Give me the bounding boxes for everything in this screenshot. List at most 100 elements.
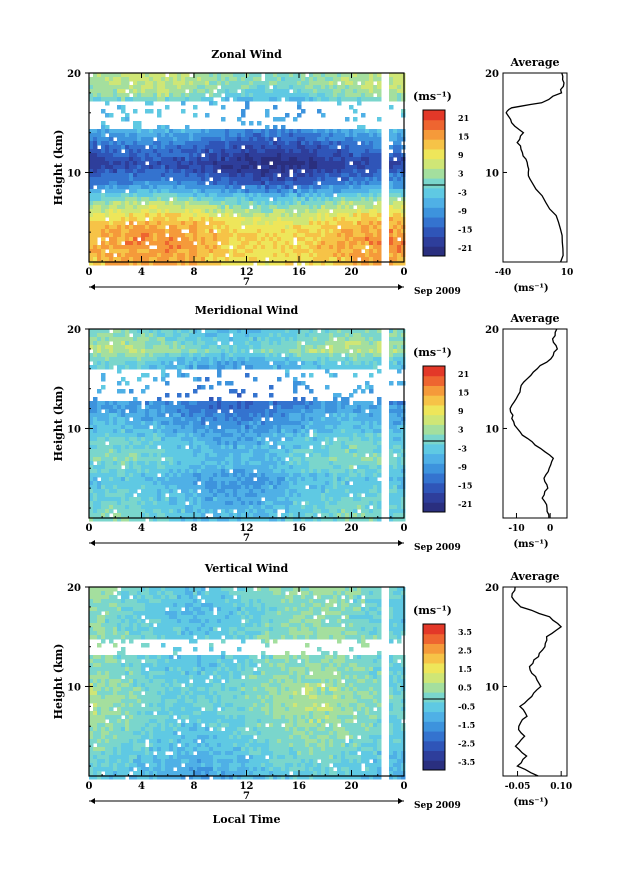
- heatmap-cell: [189, 181, 194, 186]
- heatmap-cell: [189, 429, 194, 434]
- heatmap-cell: [389, 209, 394, 214]
- heatmap-cell: [245, 357, 250, 362]
- heatmap-cell: [129, 401, 134, 406]
- heatmap-cell: [325, 245, 330, 250]
- heatmap-cell: [325, 205, 330, 210]
- heatmap-cell: [297, 221, 302, 226]
- heatmap-cell: [189, 517, 194, 522]
- heatmap-cell: [233, 469, 238, 474]
- heatmap-cell: [277, 149, 282, 154]
- heatmap-cell: [157, 517, 162, 522]
- heatmap-cell: [249, 189, 254, 194]
- heatmap-cell: [237, 413, 242, 418]
- heatmap-cell: [205, 441, 210, 446]
- heatmap-cell: [377, 253, 382, 258]
- heatmap-cell: [213, 245, 218, 250]
- heatmap-cell: [357, 201, 362, 206]
- heatmap-cell: [397, 169, 402, 174]
- heatmap-cell: [273, 145, 278, 150]
- heatmap-cell: [305, 229, 310, 234]
- heatmap-cell: [345, 229, 350, 234]
- heatmap-cell: [101, 481, 106, 486]
- heatmap-cell: [201, 221, 206, 226]
- heatmap-cell: [221, 253, 226, 258]
- heatmap-cell: [165, 513, 170, 518]
- heatmap-cell: [165, 353, 170, 358]
- heatmap-cell: [221, 141, 226, 146]
- heatmap-cell: [277, 213, 282, 218]
- heatmap-cell: [245, 105, 250, 110]
- heatmap-cell: [377, 81, 382, 86]
- heatmap-cell: [93, 253, 98, 258]
- heatmap-cell: [117, 433, 122, 438]
- heatmap-cell: [117, 105, 122, 110]
- heatmap-cell: [245, 137, 250, 142]
- heatmap-cell: [257, 501, 262, 506]
- heatmap-cell: [293, 73, 298, 78]
- heatmap-cell: [365, 81, 370, 86]
- heatmap-cell: [329, 169, 334, 174]
- heatmap-cell: [97, 189, 102, 194]
- heatmap-cell: [253, 365, 258, 370]
- heatmap-cell: [213, 413, 218, 418]
- heatmap-cell: [109, 197, 114, 202]
- heatmap-cell: [309, 157, 314, 162]
- heatmap-cell: [221, 257, 226, 262]
- heatmap-cell: [161, 485, 166, 490]
- heatmap-cell: [113, 465, 118, 470]
- heatmap-cell: [121, 337, 126, 342]
- heatmap-cell: [393, 137, 398, 142]
- heatmap-cell: [241, 141, 246, 146]
- heatmap-cell: [133, 481, 138, 486]
- heatmap-cell: [277, 253, 282, 258]
- heatmap-cell: [165, 329, 170, 334]
- heatmap-cell: [201, 253, 206, 258]
- heatmap-cell: [285, 157, 290, 162]
- heatmap-cell: [157, 509, 162, 514]
- heatmap-cell: [357, 225, 362, 230]
- heatmap-cell: [117, 213, 122, 218]
- heatmap-cell: [253, 165, 258, 170]
- heatmap-cell: [165, 213, 170, 218]
- heatmap-cell: [101, 453, 106, 458]
- heatmap-cell: [141, 193, 146, 198]
- heatmap-cell: [105, 337, 110, 342]
- heatmap-cell: [89, 445, 94, 450]
- heatmap-cell: [253, 153, 258, 158]
- heatmap-cell: [345, 169, 350, 174]
- heatmap-cell: [253, 505, 258, 510]
- heatmap-cell: [241, 413, 246, 418]
- heatmap-cell: [113, 197, 118, 202]
- heatmap-cell: [365, 177, 370, 182]
- heatmap-cell: [137, 253, 142, 258]
- heatmap-cell: [169, 453, 174, 458]
- heatmap-cell: [125, 169, 130, 174]
- heatmap-cell: [185, 489, 190, 494]
- heatmap-cell: [121, 409, 126, 414]
- heatmap-cell: [109, 81, 114, 86]
- heatmap-cell: [321, 241, 326, 246]
- heatmap-cell: [265, 181, 270, 186]
- heatmap-cell: [397, 97, 402, 102]
- heatmap-cell: [241, 469, 246, 474]
- heatmap-cell: [129, 253, 134, 258]
- heatmap-cell: [309, 173, 314, 178]
- heatmap-cell: [157, 173, 162, 178]
- heatmap-cell: [117, 353, 122, 358]
- heatmap-cell: [237, 169, 242, 174]
- heatmap-cell: [237, 453, 242, 458]
- heatmap-cell: [125, 445, 130, 450]
- heatmap-cell: [241, 349, 246, 354]
- heatmap-cell: [189, 441, 194, 446]
- heatmap-cell: [285, 149, 290, 154]
- heatmap-cell: [369, 189, 374, 194]
- heatmap-cell: [153, 357, 158, 362]
- heatmap-cell: [209, 473, 214, 478]
- heatmap-cell: [289, 133, 294, 138]
- heatmap-cell: [261, 261, 266, 266]
- heatmap-cell: [397, 129, 402, 134]
- heatmap-cell: [325, 161, 330, 166]
- heatmap-cell: [341, 249, 346, 254]
- heatmap-cell: [189, 257, 194, 262]
- heatmap-cell: [353, 189, 358, 194]
